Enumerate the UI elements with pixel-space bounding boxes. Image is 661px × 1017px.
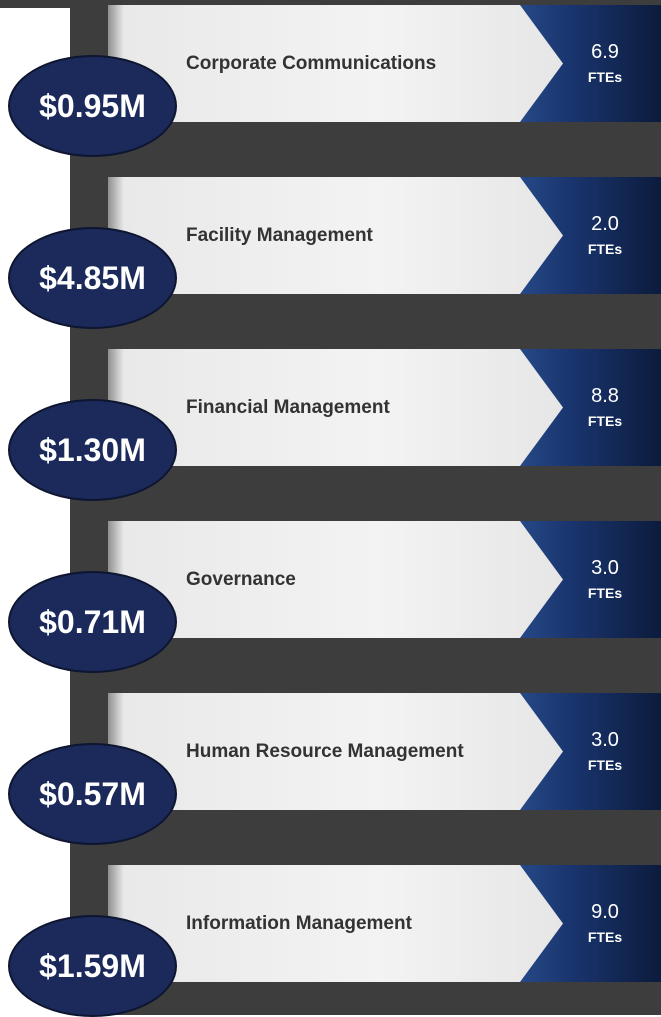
fte-value: 3.0 [591, 557, 619, 579]
label-banner [108, 5, 563, 122]
item-row: Governance 3.0 FTEs $0.71M [0, 521, 661, 673]
fte-unit: FTEs [587, 413, 623, 429]
top-strip [0, 0, 70, 8]
background-panel [70, 0, 661, 1015]
item-label: Financial Management [186, 396, 390, 418]
label-banner [108, 349, 563, 466]
fte-value: 8.8 [591, 385, 619, 407]
item-row: Human Resource Management 3.0 FTEs $0.57M [0, 693, 661, 845]
item-label: Human Resource Management [186, 740, 464, 762]
fte-unit: FTEs [587, 241, 623, 257]
label-banner [108, 177, 563, 294]
label-banner [108, 865, 563, 982]
label-banner [108, 521, 563, 638]
fte-unit: FTEs [587, 585, 623, 601]
fte-value: 9.0 [591, 901, 619, 923]
item-label: Facility Management [186, 224, 373, 246]
cost-badge: $0.71M [8, 571, 177, 673]
item-row: Corporate Communications 6.9 FTEs $0.95M [0, 5, 661, 157]
fte-unit: FTEs [587, 69, 623, 85]
item-row: Facility Management 2.0 FTEs $4.85M [0, 177, 661, 329]
cost-badge: $1.30M [8, 399, 177, 501]
cost-badge: $0.57M [8, 743, 177, 845]
fte-value: 3.0 [591, 729, 619, 751]
fte-value: 2.0 [591, 213, 619, 235]
cost-badge: $4.85M [8, 227, 177, 329]
cost-badge: $0.95M [8, 55, 177, 157]
fte-value: 6.9 [591, 41, 619, 63]
cost-badge: $1.59M [8, 915, 177, 1017]
fte-unit: FTEs [587, 929, 623, 945]
item-row: Financial Management 8.8 FTEs $1.30M [0, 349, 661, 501]
item-label: Governance [186, 568, 296, 590]
fte-unit: FTEs [587, 757, 623, 773]
item-label: Corporate Communications [186, 52, 437, 74]
item-label: Information Management [186, 912, 412, 934]
item-row: Information Management 9.0 FTEs $1.59M [0, 865, 661, 1017]
label-banner [108, 693, 563, 810]
